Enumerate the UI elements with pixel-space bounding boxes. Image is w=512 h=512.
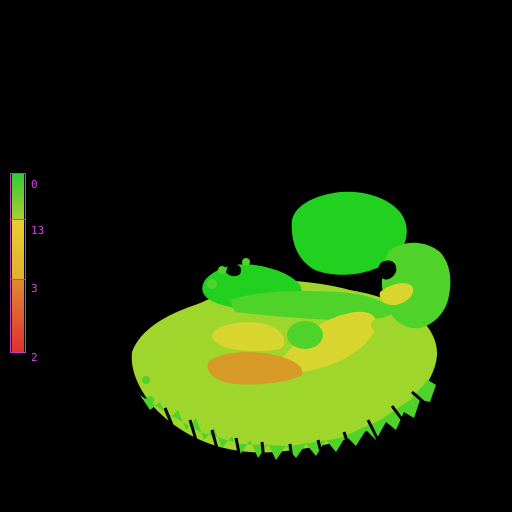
dark-notch-small [226,264,242,277]
colorbar-segment-green [12,174,24,219]
orange-region [207,352,303,385]
colorbar-divider [10,279,26,280]
small-green-blob [371,318,389,332]
dark-notch [378,260,397,280]
upper-lobe [291,191,407,275]
colorbar-segment-yellow [12,220,24,279]
yellow-left [212,322,285,351]
colorbar-segment-red [12,280,24,352]
colorbar-divider [10,219,26,220]
edge-fragments [142,258,250,404]
right-lobe [381,242,451,329]
inner-green-oval [287,321,323,349]
colorbar-label-upper: 13 [31,224,45,237]
colorbar-label-bottom: 2 [31,351,38,364]
sulci [163,390,427,461]
yellow-region [275,311,377,374]
colorbar-label-middle: 3 [31,282,38,295]
speckle [252,328,352,346]
color-scale-bar [10,173,26,353]
yellow-right-blob [379,283,414,306]
colorbar-label-top: 0 [31,178,38,191]
